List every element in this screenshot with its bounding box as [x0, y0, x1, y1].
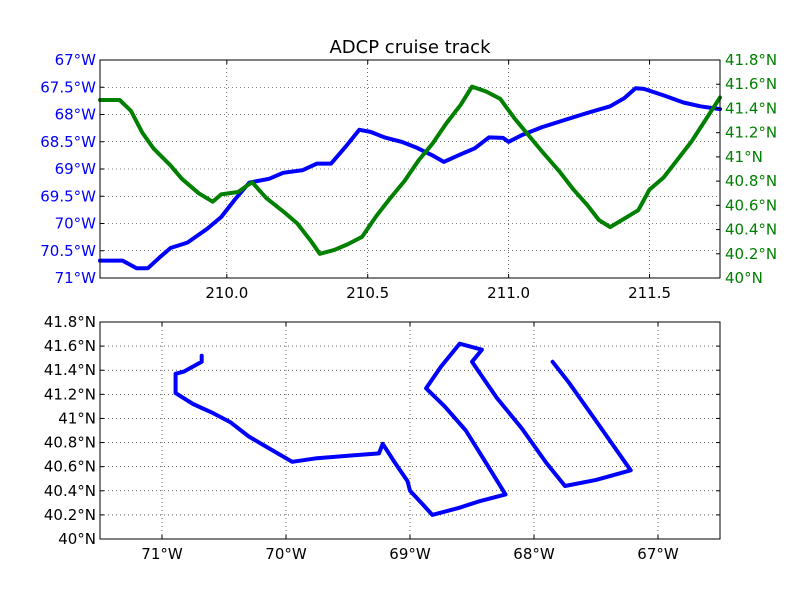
top-y-left-tick-label: 69.5°W — [40, 187, 96, 205]
top-plot: ADCP cruise track 210.0 210.5 211.0 211.5 6… — [40, 37, 777, 302]
bottom-plot: 71°W 70°W 69°W 68°W 67°W 40°N 40.2°N 40.4°N 40.… — [44, 313, 721, 563]
top-y-right-tick-label: 41.6°N — [725, 75, 777, 93]
top-right-y-axis: 40°N 40.2°N 40.4°N 40.6°N 40.8°N 41°N 41.2°N 41… — [716, 51, 777, 287]
top-y-right-tick-label: 40.6°N — [725, 196, 777, 214]
top-y-left-tick-label: 70°W — [55, 215, 97, 233]
bottom-y-axis: 40°N 40.2°N 40.4°N 40.6°N 40.8°N 41°N 41.2°N 41… — [44, 313, 720, 548]
top-series-line-0 — [98, 86, 722, 271]
top-y-right-tick-label: 40.8°N — [725, 172, 777, 190]
top-y-left-tick-label: 70.5°W — [40, 242, 96, 260]
bot-x-tick-label: 67°W — [637, 545, 679, 563]
top-y-left-tick-label: 69°W — [55, 160, 97, 178]
top-y-left-tick-label: 68.5°W — [40, 133, 96, 151]
bot-x-tick-label: 70°W — [265, 545, 307, 563]
top-y-right-tick-label: 41.8°N — [725, 51, 777, 69]
top-x-tick-label: 211.5 — [628, 284, 671, 302]
bot-series-line-0 — [173, 341, 633, 517]
bot-y-left-tick-label: 41.8°N — [44, 313, 96, 331]
bot-y-left-tick-label: 40.4°N — [44, 482, 96, 500]
top-x-axis: 210.0 210.5 211.0 211.5 — [205, 60, 671, 302]
bot-y-left-tick-label: 40.6°N — [44, 458, 96, 476]
top-y-left-tick-label: 67°W — [55, 51, 97, 69]
bot-y-left-tick-label: 41.4°N — [44, 361, 96, 379]
top-y-right-tick-label: 41.4°N — [725, 99, 777, 117]
bot-y-left-tick-label: 40.2°N — [44, 506, 96, 524]
top-y-right-tick-label: 41.2°N — [725, 124, 777, 142]
top-y-left-tick-label: 71°W — [55, 269, 97, 287]
top-series-line-1 — [98, 84, 722, 256]
bottom-x-axis: 71°W 70°W 69°W 68°W 67°W — [141, 322, 679, 563]
top-plot-title: ADCP cruise track — [329, 37, 491, 58]
top-x-tick-label: 211.0 — [487, 284, 530, 302]
top-x-tick-label: 210.5 — [346, 284, 389, 302]
top-left-y-axis: 67°W 67.5°W 68°W 68.5°W 69°W 69.5°W 70°W 70.5°W… — [40, 51, 104, 287]
bot-y-left-tick-label: 41.6°N — [44, 337, 96, 355]
top-y-right-tick-label: 40.2°N — [725, 245, 777, 263]
top-x-tick-label: 210.0 — [205, 284, 248, 302]
bot-x-tick-label: 71°W — [141, 545, 183, 563]
top-y-left-tick-label: 67.5°W — [40, 78, 96, 96]
top-y-right-tick-label: 40.4°N — [725, 221, 777, 239]
bot-y-left-tick-label: 40.8°N — [44, 434, 96, 452]
bottom-plot-series — [173, 341, 633, 517]
bot-y-left-tick-label: 41°N — [58, 409, 96, 427]
bottom-plot-grid — [100, 321, 720, 540]
bot-y-left-tick-label: 40°N — [58, 530, 96, 548]
top-y-left-tick-label: 68°W — [55, 106, 97, 124]
top-plot-grid — [100, 59, 720, 279]
bot-x-tick-label: 68°W — [513, 545, 555, 563]
bot-x-tick-label: 69°W — [389, 545, 431, 563]
top-y-right-tick-label: 41°N — [725, 148, 763, 166]
bot-y-left-tick-label: 41.2°N — [44, 385, 96, 403]
top-y-right-tick-label: 40°N — [725, 269, 763, 287]
top-plot-series — [98, 84, 722, 271]
